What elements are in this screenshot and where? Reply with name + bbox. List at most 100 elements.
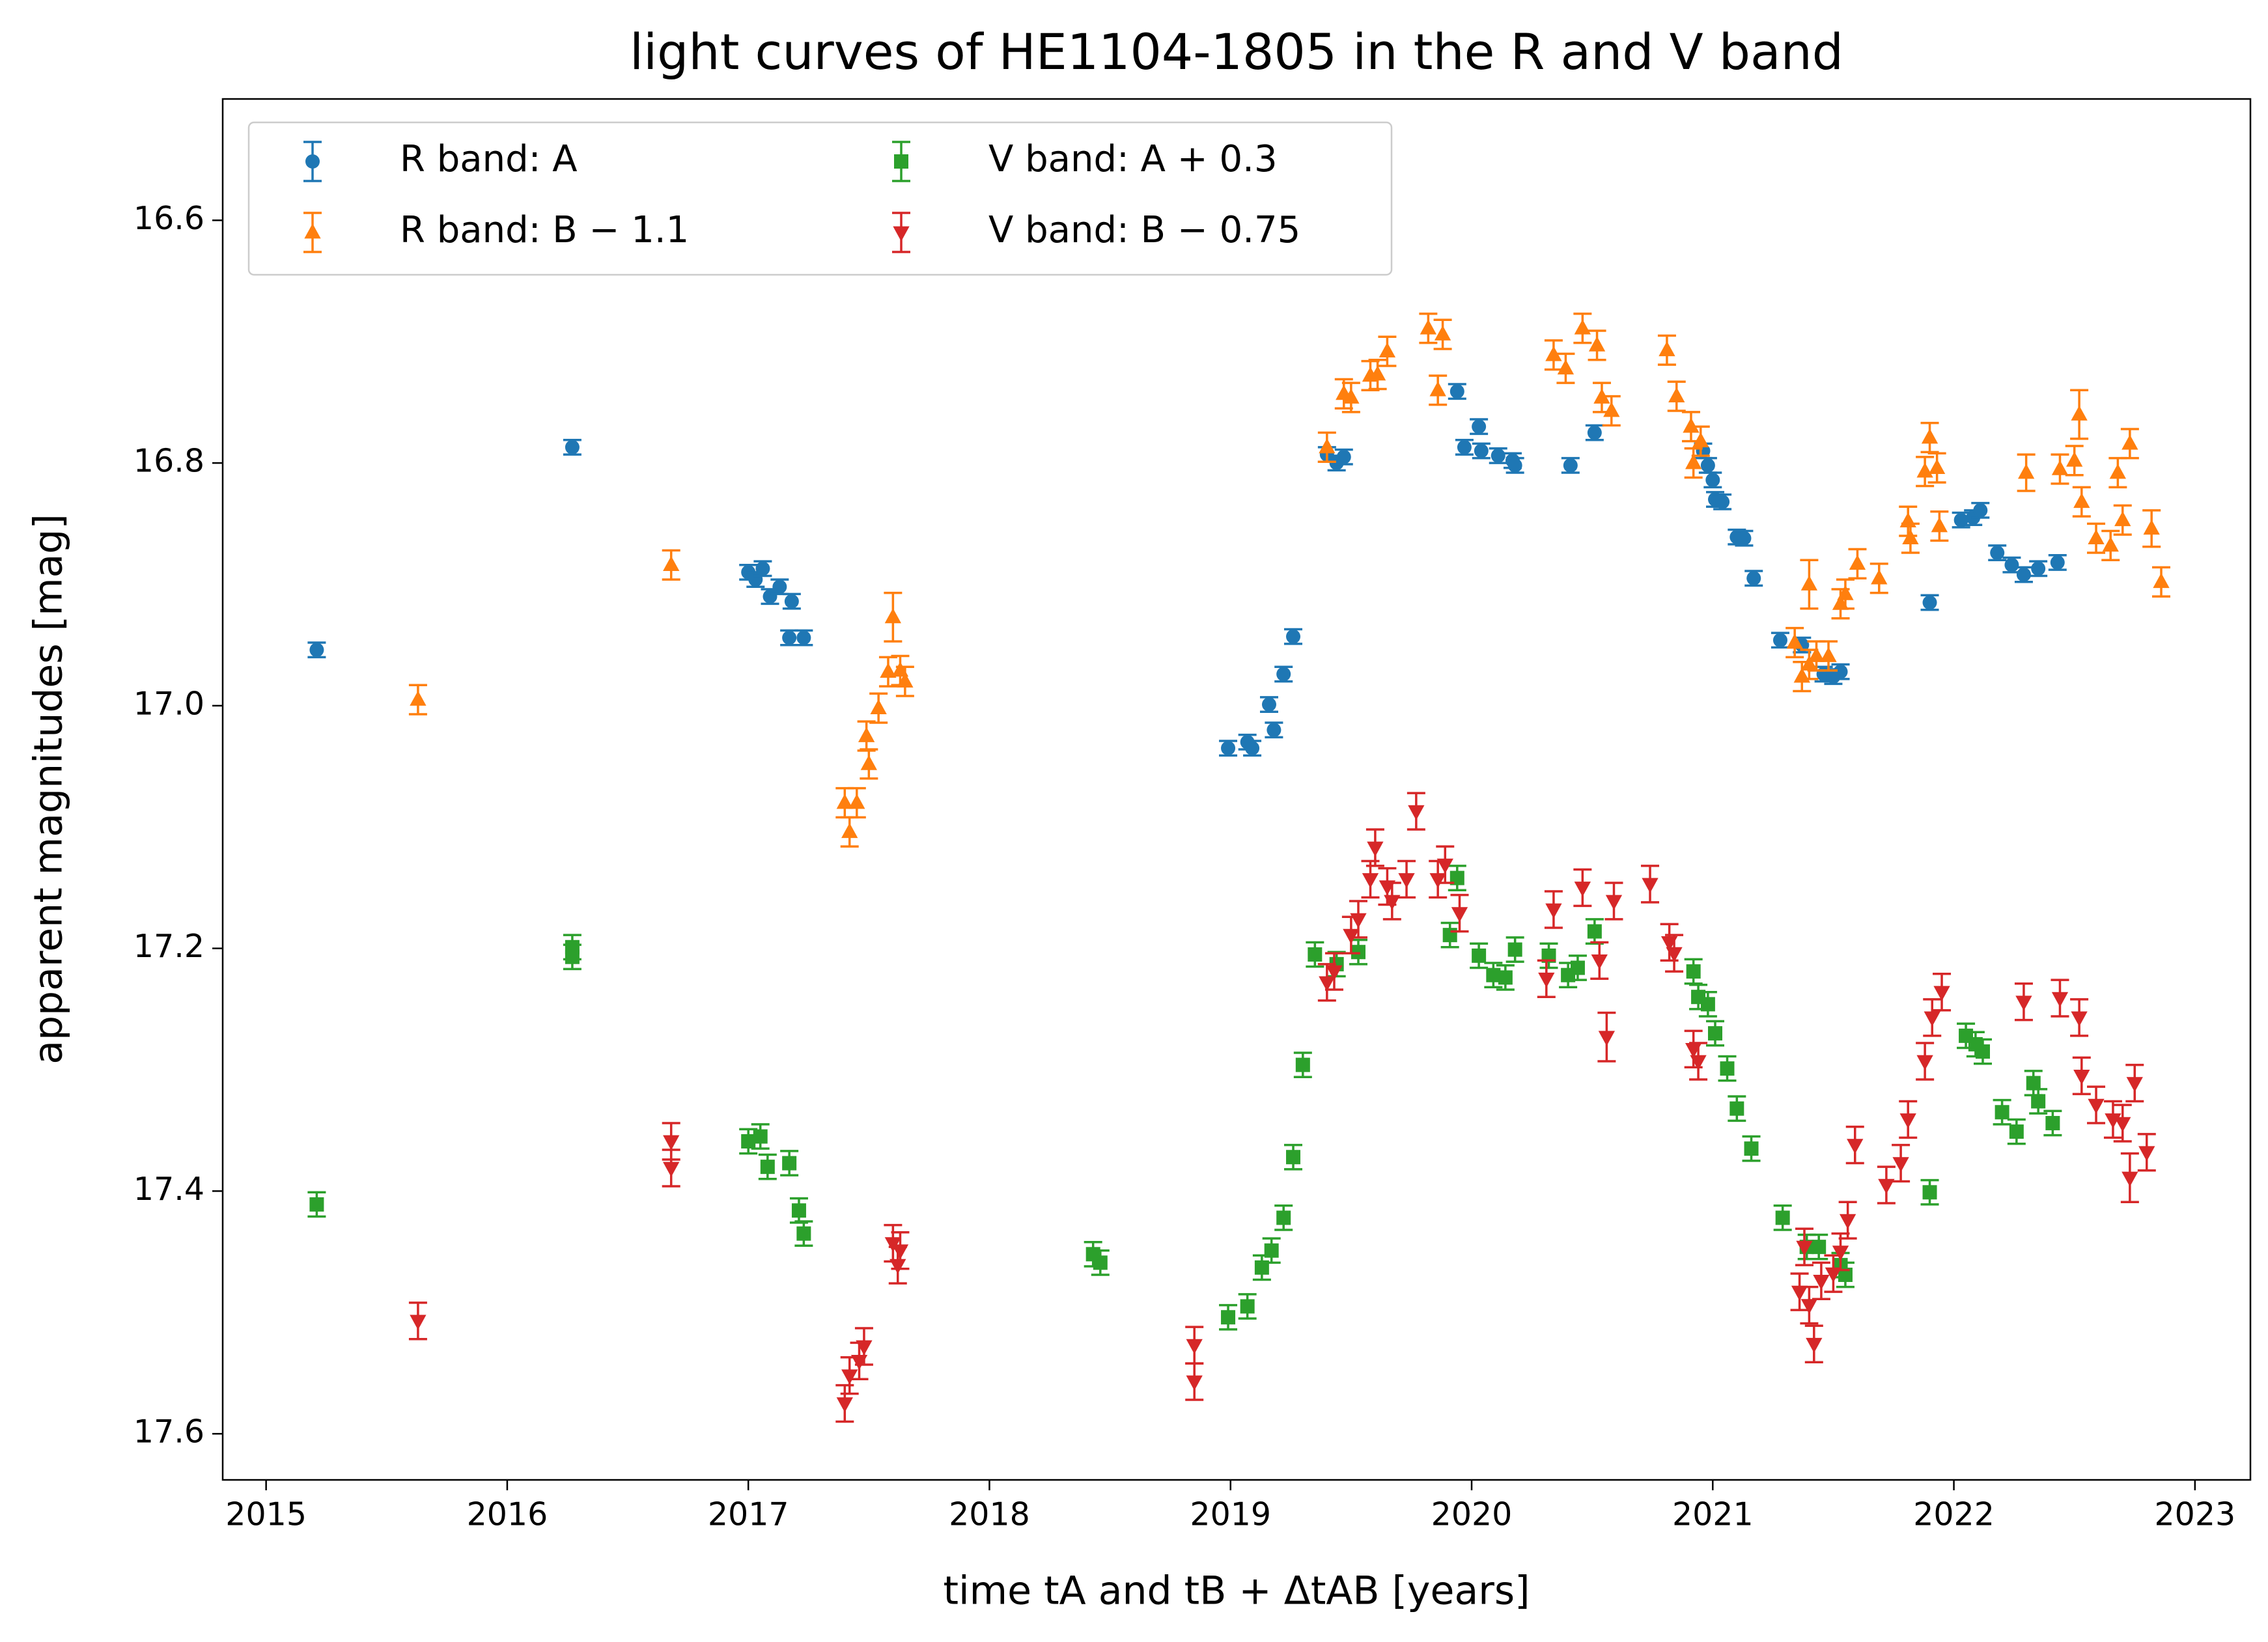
data-point (1351, 945, 1365, 960)
data-point (1286, 1150, 1301, 1165)
data-point (1093, 1255, 1108, 1270)
x-tick-label: 2021 (1672, 1496, 1754, 1533)
data-point (1442, 928, 1457, 943)
data-point (1800, 575, 1818, 591)
data-point (1486, 967, 1501, 982)
data-point (2015, 995, 2032, 1011)
series (307, 383, 2067, 757)
data-point (782, 1156, 797, 1171)
data-point (1384, 895, 1401, 910)
data-point (1878, 1178, 1895, 1194)
data-point (784, 594, 799, 609)
data-point (1221, 741, 1236, 756)
data-point (891, 1244, 909, 1260)
data-point (1933, 986, 1950, 1001)
data-point (1812, 1240, 1827, 1255)
data-point (1545, 903, 1562, 919)
x-axis-label: time tA and tB + ΔtAB [years] (943, 1568, 1530, 1614)
x-tick-label: 2017 (708, 1496, 789, 1533)
data-point (1990, 546, 2005, 561)
x-tick-label: 2015 (225, 1496, 307, 1533)
data-point (1953, 512, 1968, 527)
data-point (1973, 503, 1988, 518)
data-point (1715, 494, 1730, 509)
data-point (1892, 1157, 1909, 1173)
y-tick-label: 16.6 (133, 200, 204, 237)
data-point (1408, 805, 1425, 820)
data-point (1240, 1299, 1255, 1314)
data-point (894, 154, 908, 169)
data-point (2016, 567, 2031, 582)
data-point (2126, 1077, 2143, 1092)
legend-label: V band: B − 0.75 (988, 209, 1300, 251)
data-point (410, 690, 427, 706)
data-point (1696, 443, 1711, 458)
data-point (1286, 629, 1301, 644)
data-point (1825, 1267, 1842, 1283)
data-point (2051, 992, 2069, 1007)
data-point (1350, 913, 1367, 928)
data-point (1705, 473, 1720, 488)
data-point (1221, 1310, 1236, 1325)
data-point (1545, 346, 1562, 361)
data-point (663, 555, 680, 572)
data-point (1574, 882, 1591, 897)
data-point (1498, 970, 1513, 985)
data-point (1668, 387, 1685, 402)
data-point (1744, 1141, 1759, 1156)
data-point (1685, 454, 1702, 469)
data-point (1570, 960, 1585, 975)
y-tick-label: 17.4 (133, 1171, 204, 1208)
data-point (1261, 697, 1276, 712)
data-point (856, 1340, 873, 1356)
data-point (1449, 870, 1464, 885)
series (307, 865, 2062, 1331)
data-point (1916, 462, 1933, 478)
data-point (1808, 647, 1825, 662)
data-point (2114, 1117, 2131, 1132)
y-tick-label: 17.2 (133, 928, 204, 965)
data-point (1367, 841, 1384, 857)
data-point (2066, 451, 2083, 467)
data-point (663, 1162, 680, 1177)
x-tick-label: 2022 (1913, 1496, 1995, 1533)
data-point (1899, 512, 1916, 527)
data-point (2121, 434, 2138, 450)
x-tick-label: 2018 (949, 1496, 1030, 1533)
data-point (1931, 517, 1948, 533)
data-point (1254, 1260, 1269, 1275)
data-point (1796, 1240, 1813, 1256)
data-point (309, 643, 324, 658)
data-point (889, 1259, 906, 1274)
x-tick-label: 2023 (2154, 1496, 2235, 1533)
y-tick-label: 16.8 (133, 443, 204, 480)
data-point (2073, 1070, 2090, 1085)
data-point (1295, 1057, 1310, 1072)
data-point (565, 439, 580, 454)
data-point (1267, 723, 1281, 738)
data-point (1186, 1339, 1203, 1354)
data-point (1603, 402, 1620, 417)
data-point (2109, 464, 2126, 479)
data-point (836, 794, 853, 809)
data-point (1245, 741, 1260, 756)
data-point (1832, 1245, 1849, 1261)
data-point (860, 755, 877, 770)
y-tick-label: 17.6 (133, 1413, 204, 1451)
data-point (2031, 561, 2046, 576)
data-point (2114, 510, 2131, 527)
data-point (791, 1203, 806, 1218)
data-point (2050, 555, 2065, 570)
data-point (870, 699, 887, 714)
data-point (1700, 997, 1715, 1012)
data-point (1436, 858, 1453, 874)
data-point (796, 630, 811, 645)
data-point (1975, 1044, 1990, 1059)
data-point (1729, 1101, 1744, 1116)
data-point (858, 727, 875, 742)
data-point (1916, 1055, 1933, 1070)
data-point (1772, 633, 1787, 648)
data-point (1474, 443, 1489, 458)
data-point (2088, 1098, 2105, 1114)
